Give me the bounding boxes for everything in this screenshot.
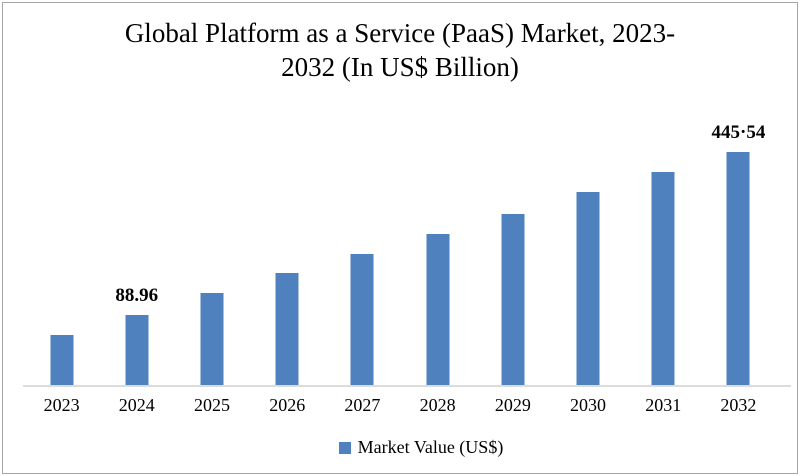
bar-2026 (275, 273, 299, 385)
bar-slot-2026 (250, 147, 325, 385)
x-axis-label-2027: 2027 (344, 395, 381, 415)
bar-slot-2031 (626, 147, 701, 385)
bar-slot-2025 (174, 147, 249, 385)
bar-slot-2032: 445·54 (701, 122, 776, 385)
x-axis-label-2031: 2031 (645, 395, 682, 415)
legend-marker-square (338, 441, 351, 454)
plot-area: 88.96 445·54 (24, 122, 776, 385)
x-axis-label-2029: 2029 (494, 395, 531, 415)
x-axis-label-2024: 2024 (118, 395, 155, 415)
chart-title-line2: 2032 (In US$ Billion) (281, 52, 519, 82)
bar-slot-2030 (550, 147, 625, 385)
bar-2025 (200, 293, 224, 385)
bar-2027 (350, 254, 374, 385)
bar-slot-2028 (400, 147, 475, 385)
chart-title: Global Platform as a Service (PaaS) Mark… (0, 16, 800, 84)
data-label-2024: 88.96 (115, 285, 159, 306)
bar-2023 (50, 335, 74, 385)
bar-2032 (726, 152, 750, 385)
x-axis-label-2026: 2026 (269, 395, 306, 415)
x-axis-label-2023: 2023 (43, 395, 80, 415)
x-axis-labels: 2023 2024 2025 2026 2027 2028 2029 2030 2031 2032 (24, 392, 776, 418)
bar-2031 (651, 172, 675, 385)
bar-slot-2027 (325, 147, 400, 385)
x-axis-label-2025: 2025 (194, 395, 230, 415)
bar-2030 (576, 192, 600, 385)
x-axis-label-2032: 2032 (720, 395, 757, 415)
data-label-2032: 445·54 (711, 122, 766, 143)
x-axis-label-2030: 2030 (570, 395, 607, 415)
legend-label: Market Value (US$) (357, 437, 504, 457)
bar-slot-2029 (475, 147, 550, 385)
legend: Market Value (US$) (0, 437, 800, 458)
bar-2029 (501, 214, 525, 385)
bar-slot-2024: 88.96 (99, 147, 174, 385)
bar-2028 (426, 234, 450, 385)
x-axis-line (23, 385, 791, 387)
bar-2024 (125, 315, 149, 385)
chart-title-line1: Global Platform as a Service (PaaS) Mark… (124, 18, 676, 48)
x-axis-label-2028: 2028 (419, 395, 456, 415)
bar-slot-2023 (24, 147, 99, 385)
